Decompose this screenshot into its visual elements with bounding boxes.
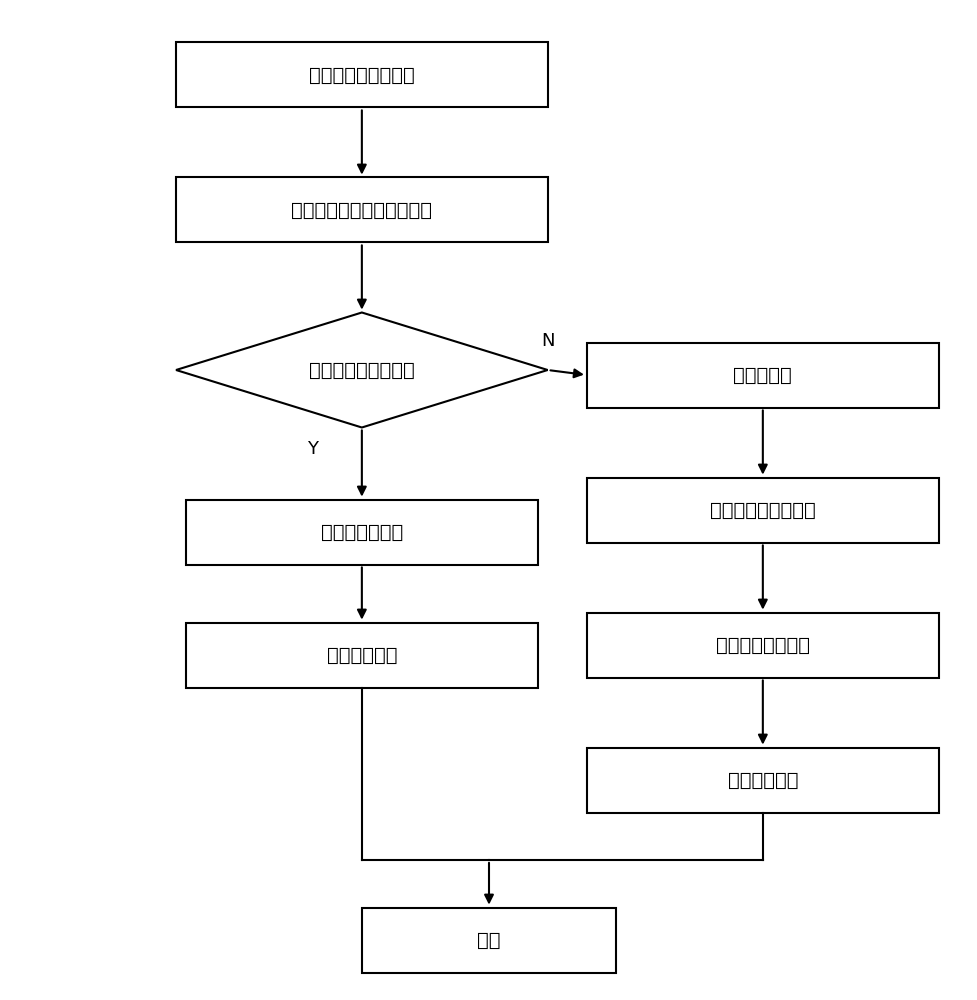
Bar	[586, 612, 938, 678]
Bar	[186, 622, 537, 688]
Text: 能否一次性完成扫描: 能否一次性完成扫描	[309, 360, 414, 379]
Bar	[586, 342, 938, 408]
Text: 进行图像拼接处理: 进行图像拼接处理	[715, 636, 809, 654]
Text: 结束: 结束	[477, 930, 500, 950]
Polygon shape	[176, 312, 547, 428]
Bar	[586, 748, 938, 812]
Text: 输入需要测量的参数: 输入需要测量的参数	[309, 66, 414, 85]
Bar	[186, 500, 537, 564]
Text: 摄像机进行拍照，寻找位置: 摄像机进行拍照，寻找位置	[291, 200, 432, 220]
Bar	[361, 908, 616, 972]
Text: 获得工件参数: 获得工件参数	[326, 646, 397, 664]
Text: N: N	[540, 332, 554, 350]
Text: 引入标志物: 引入标志物	[733, 365, 791, 384]
Bar	[176, 178, 547, 242]
Text: 对工件进行多次扫描: 对工件进行多次扫描	[709, 500, 815, 520]
Text: 对工件进行扫描: 对工件进行扫描	[320, 522, 403, 542]
Bar	[176, 42, 547, 107]
Text: 获得工件参数: 获得工件参数	[727, 770, 797, 790]
Bar	[586, 478, 938, 542]
Text: Y: Y	[307, 440, 319, 458]
